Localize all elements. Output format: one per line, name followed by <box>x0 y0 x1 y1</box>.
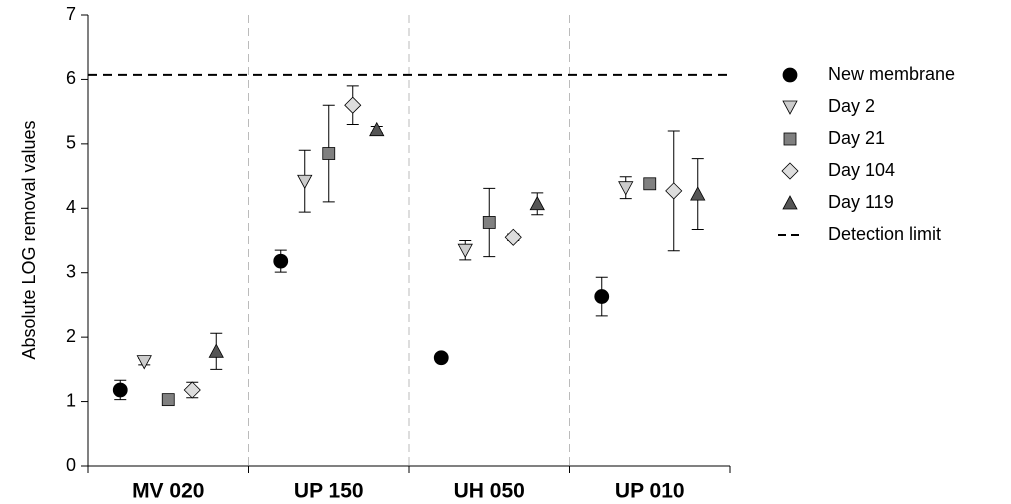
legend-marker <box>782 195 798 210</box>
legend-marker <box>782 100 798 115</box>
y-tick-label: 2 <box>66 326 76 346</box>
marker <box>136 355 152 370</box>
x-tick-label: UP 010 <box>615 480 685 503</box>
marker <box>322 147 336 160</box>
legend-marker <box>782 67 798 83</box>
y-tick-label: 0 <box>66 455 76 475</box>
marker <box>297 174 313 190</box>
legend-label: Day 21 <box>828 128 885 148</box>
x-tick-label: UH 050 <box>454 480 525 503</box>
legend-label: Day 104 <box>828 160 895 180</box>
legend-label: Day 119 <box>828 192 894 212</box>
marker <box>529 195 545 211</box>
legend-marker <box>783 132 797 146</box>
marker <box>618 181 634 196</box>
y-tick-label: 4 <box>66 197 76 217</box>
marker <box>183 381 201 399</box>
y-tick-label: 6 <box>66 68 76 88</box>
legend-label: New membrane <box>828 64 955 84</box>
marker <box>457 243 473 259</box>
marker <box>482 216 496 229</box>
marker <box>161 393 175 407</box>
marker <box>504 228 522 246</box>
legend-marker <box>781 162 799 180</box>
marker <box>273 253 289 269</box>
y-tick-label: 7 <box>66 4 76 24</box>
y-axis-label: Absolute LOG removal values <box>19 120 39 359</box>
y-tick-label: 3 <box>66 261 76 281</box>
y-tick-label: 1 <box>66 390 76 410</box>
legend-label: Day 2 <box>828 96 875 116</box>
marker <box>369 121 385 137</box>
marker <box>112 382 128 398</box>
y-tick-label: 5 <box>66 133 76 153</box>
x-tick-label: MV 020 <box>132 480 204 503</box>
marker <box>433 350 449 366</box>
legend-label: Detection limit <box>828 224 941 244</box>
marker <box>643 177 657 191</box>
marker <box>690 186 706 201</box>
marker <box>594 289 610 304</box>
marker <box>344 96 362 114</box>
x-tick-label: UP 150 <box>294 480 364 503</box>
marker <box>665 182 683 200</box>
marker <box>208 343 224 358</box>
